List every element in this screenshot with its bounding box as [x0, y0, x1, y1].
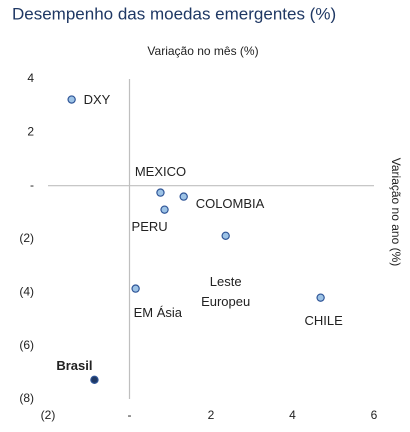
y-tick-label: (2) — [19, 231, 34, 245]
y-axis-label: Variação no ano (%) — [389, 158, 403, 267]
x-tick-label: - — [128, 408, 132, 422]
point-label: Leste Europeu — [201, 273, 251, 309]
y-tick-label: (8) — [19, 391, 34, 405]
x-axis-label: Variação no mês (%) — [147, 44, 258, 58]
y-tick-label: (6) — [19, 338, 34, 352]
point-label: MEXICO — [134, 163, 187, 179]
point-label: COLOMBIA — [195, 195, 265, 211]
x-tick-label: (2) — [41, 408, 56, 422]
x-tick-label: 4 — [289, 408, 296, 422]
y-tick-label: - — [30, 178, 34, 192]
y-tick-label: 2 — [27, 125, 34, 139]
point — [156, 188, 165, 197]
x-tick-label: 6 — [371, 408, 378, 422]
point — [221, 231, 230, 240]
point — [179, 192, 188, 201]
y-tick-label: (4) — [19, 285, 34, 299]
point-label: EM Ásia — [133, 304, 183, 320]
point — [131, 284, 140, 293]
point — [316, 293, 325, 302]
chart-title: Desempenho das moedas emergentes (%) — [12, 4, 336, 23]
point — [67, 95, 76, 104]
point-label: CHILE — [304, 312, 343, 328]
point-label: PERU — [131, 218, 168, 234]
point — [90, 375, 99, 384]
x-tick-label: 2 — [208, 408, 215, 422]
point-label: Brasil — [56, 357, 93, 373]
point — [160, 205, 169, 214]
point-label: DXY — [83, 91, 111, 107]
y-tick-label: 4 — [27, 71, 34, 85]
